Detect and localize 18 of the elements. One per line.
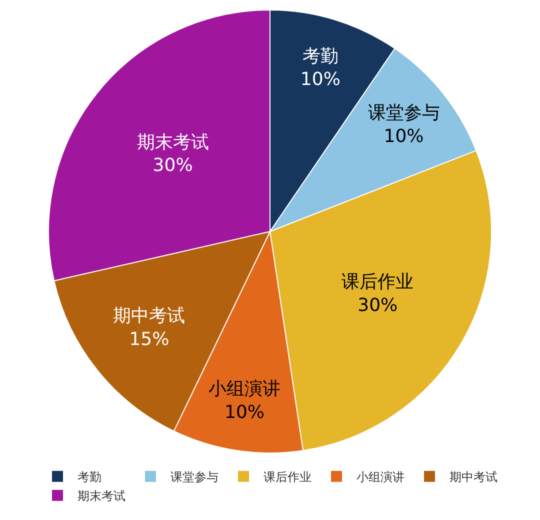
legend-label: 课后作业 xyxy=(264,470,312,484)
slice-label: 课堂参与 xyxy=(368,102,440,124)
legend-label: 课堂参与 xyxy=(170,470,218,484)
slice-label: 考勤 xyxy=(302,46,338,67)
data-label: 10% xyxy=(384,126,424,148)
legend-label: 期中考试 xyxy=(450,470,498,484)
slice-label: 小组演讲 xyxy=(208,378,281,400)
legend-label: 考勤 xyxy=(78,470,102,484)
legend-label: 期末考试 xyxy=(78,489,126,504)
legend-label: 小组演讲 xyxy=(356,470,404,484)
data-label: 30% xyxy=(152,155,193,176)
data-label: 15% xyxy=(129,329,170,350)
slice-label: 期末考试 xyxy=(136,132,209,153)
data-label: 10% xyxy=(224,402,265,423)
slice-label: 期中考试 xyxy=(113,306,186,327)
data-label: 10% xyxy=(300,69,340,90)
data-label: 30% xyxy=(358,294,398,316)
slice-label: 课后作业 xyxy=(342,271,414,292)
